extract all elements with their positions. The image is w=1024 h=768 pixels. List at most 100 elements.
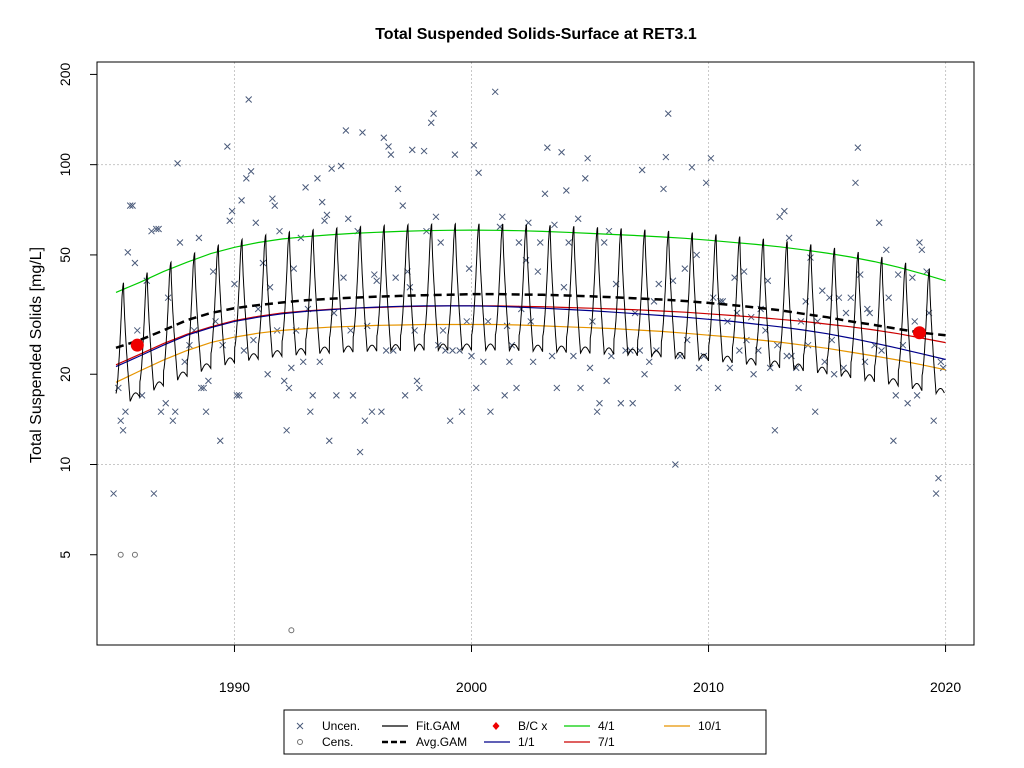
uncensored-point xyxy=(413,377,421,385)
uncensored-point xyxy=(361,417,369,425)
uncensored-point xyxy=(783,352,791,360)
uncensored-point xyxy=(238,197,245,204)
uncensored-point xyxy=(586,364,594,372)
uncensored-point xyxy=(854,144,862,151)
uncensored-point xyxy=(126,202,134,209)
y-tick-label: 10 xyxy=(57,456,73,472)
uncensored-point xyxy=(406,283,414,291)
uncensored-point xyxy=(600,239,608,246)
uncensored-point xyxy=(174,160,181,167)
uncensored-point xyxy=(781,207,788,215)
uncensored-point xyxy=(513,384,520,392)
uncensored-point xyxy=(231,280,238,288)
uncensored-point xyxy=(856,271,864,278)
uncensored-point xyxy=(181,358,189,366)
uncensored-point xyxy=(200,384,208,392)
uncensored-point xyxy=(152,225,160,233)
uncensored-point xyxy=(240,347,248,354)
uncensored-point xyxy=(252,219,260,227)
x-tick-label: 2000 xyxy=(456,679,487,695)
uncensored-point xyxy=(771,426,779,434)
uncensored-point xyxy=(162,399,170,407)
uncensored-point xyxy=(347,327,354,334)
uncensored-point xyxy=(157,408,165,416)
uncensored-point xyxy=(150,490,158,497)
uncensored-point xyxy=(847,294,855,302)
uncensored-point xyxy=(195,234,203,242)
y-tick-label: 200 xyxy=(57,63,73,87)
uncensored-point xyxy=(133,327,141,334)
plot-area xyxy=(110,88,947,634)
uncensored-point xyxy=(171,408,179,416)
uncensored-point xyxy=(581,175,589,182)
uncensored-point xyxy=(842,309,850,317)
uncensored-point xyxy=(359,129,366,136)
uncensored-point xyxy=(501,392,509,399)
uncensored-point xyxy=(574,215,582,223)
uncensored-point xyxy=(401,392,409,399)
uncensored-point xyxy=(276,227,283,235)
curve-1-1 xyxy=(115,305,946,368)
uncensored-point xyxy=(176,239,184,246)
uncensored-point xyxy=(617,399,625,407)
uncensored-point xyxy=(674,384,682,392)
uncensored-point xyxy=(356,448,364,456)
uncensored-point xyxy=(641,370,648,378)
uncensored-point xyxy=(558,148,565,156)
legend-label: B/C x xyxy=(518,719,547,733)
legend-item: Uncen. xyxy=(296,719,360,733)
uncensored-point xyxy=(764,277,772,285)
uncensored-point xyxy=(370,271,378,278)
x-tick-label: 1990 xyxy=(219,679,250,695)
uncensored-point xyxy=(916,239,923,246)
uncensored-point xyxy=(250,336,257,344)
uncensored-point xyxy=(553,384,561,392)
uncensored-point xyxy=(565,239,573,246)
uncensored-point xyxy=(247,167,255,175)
uncensored-point xyxy=(349,392,357,399)
uncensored-point xyxy=(491,88,499,96)
uncensored-point xyxy=(451,151,459,158)
uncensored-point xyxy=(306,408,314,416)
uncensored-point xyxy=(484,318,492,325)
grid-lines xyxy=(97,62,974,645)
legend-item: Cens. xyxy=(297,735,353,749)
uncensored-point xyxy=(534,268,542,275)
uncensored-point xyxy=(318,198,326,206)
uncensored-point xyxy=(242,175,250,182)
uncensored-point xyxy=(487,408,494,416)
uncensored-point xyxy=(219,341,226,349)
legend-item: 4/1 xyxy=(564,719,615,733)
uncensored-point xyxy=(807,254,814,261)
uncensored-point xyxy=(750,370,757,378)
uncensored-point xyxy=(337,162,345,170)
uncensored-point xyxy=(420,147,428,155)
uncensored-point xyxy=(664,110,672,117)
uncensored-point xyxy=(577,384,584,392)
uncensored-point xyxy=(344,215,352,223)
uncensored-point xyxy=(638,166,646,174)
uncensored-point xyxy=(385,143,392,150)
uncensored-point xyxy=(299,358,307,366)
uncensored-point xyxy=(382,347,390,354)
uncensored-point xyxy=(894,271,902,278)
legend-label: Cens. xyxy=(322,735,353,749)
uncensored-point xyxy=(529,358,537,366)
uncensored-point xyxy=(446,417,454,425)
uncensored-point xyxy=(913,392,921,399)
legend: Uncen. Cens. Fit.GAM Avg.GAM B/C x 1/1 4/1 7/1 1… xyxy=(283,709,767,755)
legend-label: Fit.GAM xyxy=(416,719,460,733)
legend-label: Avg.GAM xyxy=(416,735,467,749)
uncensored-point xyxy=(297,234,305,242)
uncensored-point xyxy=(740,268,748,275)
plot-frame xyxy=(96,61,975,646)
uncensored-point xyxy=(316,358,324,366)
uncensored-point xyxy=(548,352,556,360)
uncensored-point xyxy=(937,358,945,366)
y-tick-label: 5 xyxy=(57,551,73,559)
legend-label: 10/1 xyxy=(698,719,722,733)
uncensored-point xyxy=(408,146,416,154)
uncensored-point xyxy=(325,437,333,445)
uncensored-point xyxy=(119,426,127,434)
